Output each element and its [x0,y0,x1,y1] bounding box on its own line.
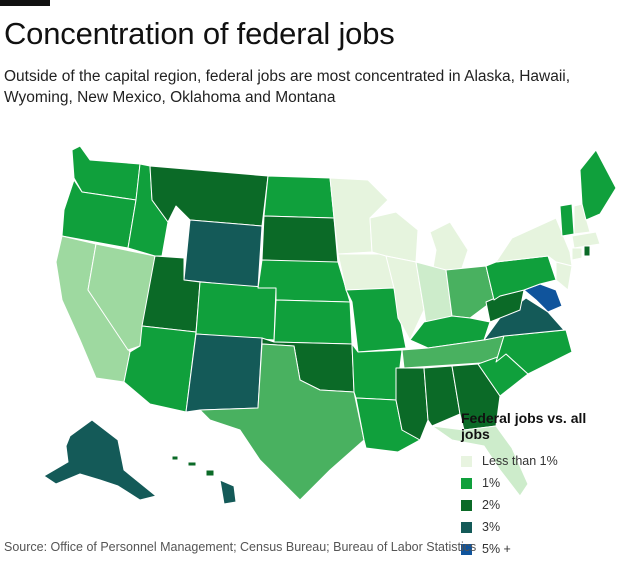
legend-item: 2% [461,495,617,515]
page-subtitle: Outside of the capital region, federal j… [4,68,571,106]
legend-label: 2% [482,498,501,512]
header-accent-bar [0,0,50,6]
state-new-hampshire[interactable] [573,203,591,235]
state-new-jersey[interactable] [555,261,573,291]
state-hawaii[interactable] [219,479,237,505]
legend-item: Less than 1% [461,451,617,471]
state-arkansas[interactable] [351,343,403,401]
legend: Federal jobs vs. all jobs Less than 1% 1… [461,410,617,561]
state-texas[interactable] [199,343,365,501]
state-ohio[interactable] [445,265,495,319]
state-alabama[interactable] [423,365,461,427]
legend-swatch [461,521,472,533]
state-montana[interactable] [149,165,269,227]
state-missouri[interactable] [345,287,407,353]
state-north-dakota[interactable] [263,175,335,219]
state-massachusetts[interactable] [571,231,601,249]
legend-title: Federal jobs vs. all jobs [461,410,587,442]
legend-swatch [461,477,472,489]
state-nevada[interactable] [87,243,156,351]
source-note: Source: Office of Personnel Management; … [4,540,477,554]
legend-swatch [461,499,472,511]
legend-item: 3% [461,517,617,537]
state-wyoming[interactable] [183,219,263,289]
state-kansas[interactable] [273,299,353,345]
legend-item: 5% + [461,539,617,559]
legend-item: 1% [461,473,617,493]
legend-label: Less than 1% [482,454,558,468]
state-colorado[interactable] [195,281,277,341]
state-new-york[interactable] [495,217,573,267]
legend-swatch [461,543,472,555]
state-alaska[interactable] [43,419,157,501]
state-hawaii-kauai[interactable] [171,455,179,461]
state-florida[interactable] [431,425,529,497]
state-hawaii-maui[interactable] [205,469,215,477]
state-iowa[interactable] [337,253,395,291]
page-title: Concentration of federal jobs [4,16,395,51]
legend-label: 3% [482,520,501,534]
state-new-mexico[interactable] [185,333,263,413]
state-michigan[interactable] [429,221,469,275]
state-maine[interactable] [579,149,617,221]
state-connecticut[interactable] [571,247,583,261]
state-vermont[interactable] [559,203,575,237]
state-rhode-island[interactable] [583,245,591,257]
state-south-dakota[interactable] [261,215,339,265]
legend-label: 5% + [482,542,511,556]
legend-label: 1% [482,476,501,490]
legend-swatch [461,455,472,467]
state-hawaii-oahu[interactable] [187,461,197,467]
